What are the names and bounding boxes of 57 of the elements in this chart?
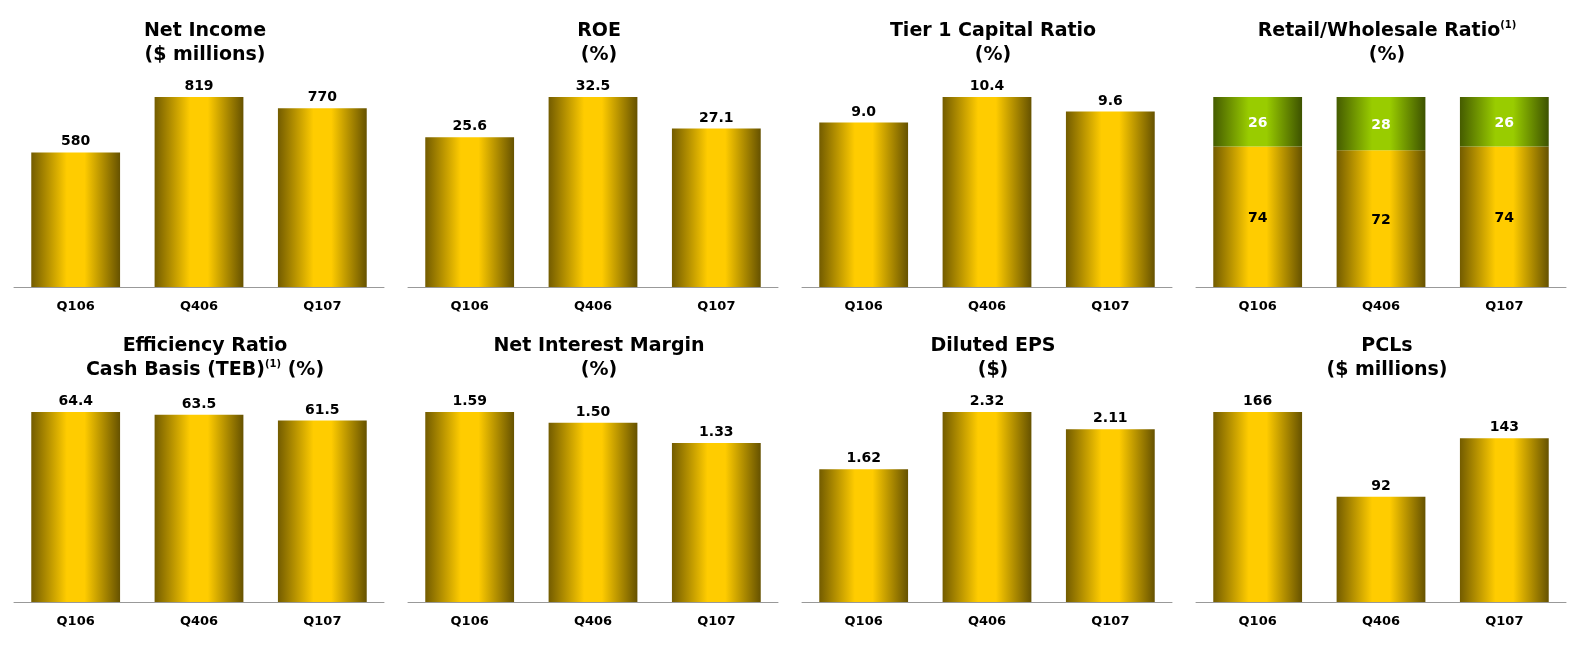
x-tick-label: Q106 bbox=[450, 298, 489, 313]
data-label: 9.6 bbox=[1097, 91, 1123, 108]
x-tick-label: Q406 bbox=[967, 613, 1007, 628]
x-tick-label: Q107 bbox=[1485, 613, 1524, 628]
x-tick-label: Q406 bbox=[179, 298, 219, 313]
x-tick-label: Q106 bbox=[1238, 613, 1277, 628]
data-label: 92 bbox=[1371, 476, 1391, 493]
data-label: 580 bbox=[61, 132, 91, 149]
x-tick-label: Q106 bbox=[56, 613, 95, 628]
x-tick-label: Q406 bbox=[179, 613, 219, 628]
data-label: 61.5 bbox=[305, 400, 340, 417]
chart-title: Diluted EPS ($) bbox=[930, 333, 1056, 379]
x-tick-label: Q107 bbox=[697, 298, 736, 313]
x-tick-label: Q106 bbox=[1238, 298, 1277, 313]
x-tick-label: Q107 bbox=[1485, 298, 1524, 313]
x-tick-label: Q106 bbox=[844, 298, 883, 313]
data-label: 1.50 bbox=[575, 402, 611, 419]
data-label: 74 bbox=[1494, 208, 1515, 225]
chart-title: Net Interest Margin (%) bbox=[493, 333, 705, 379]
data-label: 26 bbox=[1494, 113, 1515, 130]
chart-title: Net Income ($ millions) bbox=[143, 18, 267, 64]
data-label: 1.59 bbox=[452, 392, 487, 408]
x-tick-label: Q106 bbox=[844, 613, 883, 628]
data-label: 2.11 bbox=[1093, 409, 1128, 426]
data-label: 27.1 bbox=[699, 108, 734, 125]
x-tick-label: Q107 bbox=[303, 613, 342, 628]
data-label: 32.5 bbox=[575, 77, 611, 93]
x-tick-label: Q406 bbox=[573, 298, 613, 313]
x-tick-label: Q406 bbox=[573, 613, 613, 628]
data-label: 143 bbox=[1489, 418, 1519, 435]
data-label: 1.33 bbox=[699, 423, 734, 440]
data-label: 819 bbox=[184, 77, 214, 93]
x-tick-label: Q107 bbox=[697, 613, 736, 628]
data-label: 166 bbox=[1243, 392, 1273, 408]
data-label: 28 bbox=[1371, 115, 1391, 132]
data-label: 26 bbox=[1247, 113, 1268, 130]
chart-title: PCLs ($ millions) bbox=[1326, 333, 1448, 379]
data-label: 63.5 bbox=[181, 394, 217, 411]
x-tick-label: Q406 bbox=[967, 298, 1007, 313]
data-label: 9.0 bbox=[851, 102, 877, 119]
x-tick-label: Q106 bbox=[450, 613, 489, 628]
data-label: 74 bbox=[1247, 208, 1268, 225]
data-label: 770 bbox=[307, 88, 338, 105]
data-label: 72 bbox=[1371, 210, 1391, 227]
data-label: 25.6 bbox=[452, 117, 487, 134]
x-tick-label: Q406 bbox=[1361, 298, 1401, 313]
data-label: 64.4 bbox=[58, 392, 94, 408]
x-tick-label: Q406 bbox=[1361, 613, 1401, 628]
chart-title: ROE (%) bbox=[577, 18, 621, 64]
x-tick-label: Q107 bbox=[303, 298, 342, 313]
x-tick-label: Q107 bbox=[1091, 298, 1130, 313]
data-label: 2.32 bbox=[969, 392, 1005, 408]
data-label: 10.4 bbox=[969, 77, 1005, 93]
x-tick-label: Q107 bbox=[1091, 613, 1130, 628]
chart-title: Tier 1 Capital Ratio (%) bbox=[889, 18, 1097, 64]
x-tick-label: Q106 bbox=[56, 298, 95, 313]
data-label: 1.62 bbox=[846, 449, 881, 466]
